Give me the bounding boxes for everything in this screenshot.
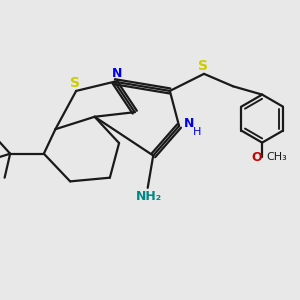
Text: S: S bbox=[198, 58, 208, 73]
Text: NH₂: NH₂ bbox=[136, 190, 162, 203]
Text: CH₃: CH₃ bbox=[266, 152, 287, 162]
Text: O: O bbox=[251, 151, 262, 164]
Text: S: S bbox=[70, 76, 80, 90]
Text: H: H bbox=[192, 127, 201, 136]
Text: N: N bbox=[184, 117, 194, 130]
Text: N: N bbox=[112, 67, 122, 80]
